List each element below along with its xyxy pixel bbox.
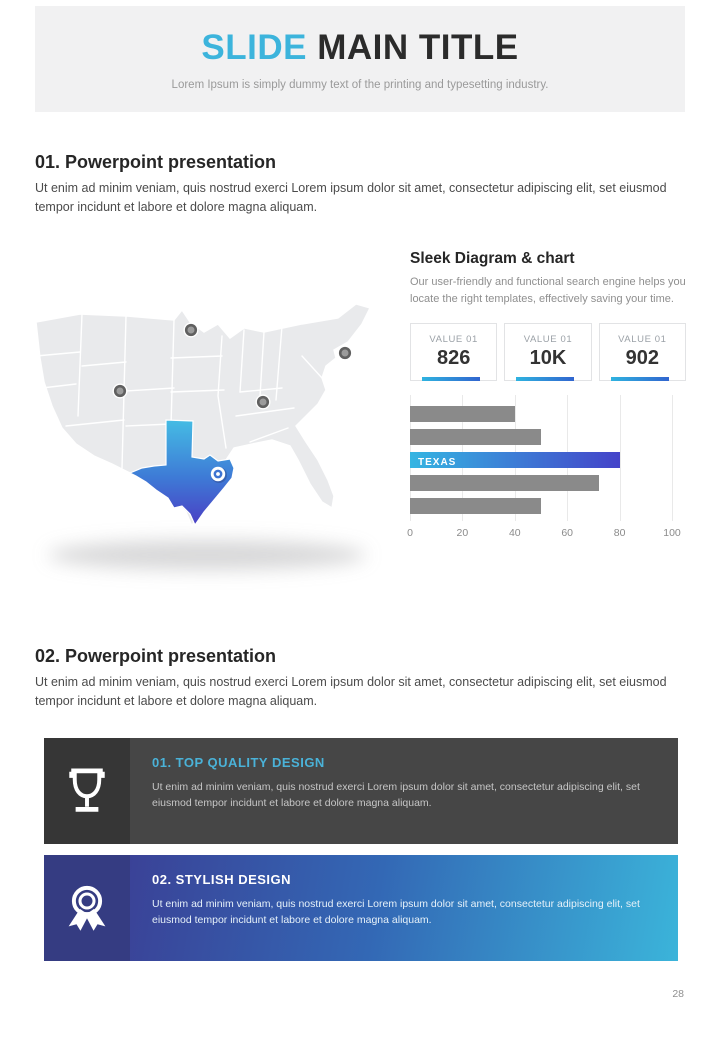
chart-tick-label: 60 [561, 527, 574, 539]
chart-gridline [672, 395, 673, 521]
chart-bar-row: TEXAS [410, 452, 672, 468]
us-map [35, 303, 372, 528]
value-box-underline [516, 377, 575, 381]
header-panel: SLIDE MAIN TITLE Lorem Ipsum is simply d… [35, 6, 685, 112]
value-box-underline [610, 377, 669, 381]
bar-chart: TEXAS [410, 395, 673, 521]
value-box-underline [422, 377, 481, 381]
map-pin-texas [210, 466, 227, 483]
chart-tick-label: 20 [456, 527, 469, 539]
chart-bar-label: TEXAS [418, 457, 457, 468]
state-borders [35, 313, 323, 469]
value-box-value: 902 [625, 347, 659, 369]
chart-bar-row [410, 498, 672, 514]
value-box-label: VALUE 01 [523, 334, 573, 345]
value-box-label: VALUE 01 [618, 334, 667, 345]
map-pin-midwest [255, 394, 271, 410]
feature-cards: 01. TOP QUALITY DESIGN Ut enim ad minim … [44, 738, 678, 961]
card-top-quality-heading: 01. TOP QUALITY DESIGN [152, 755, 325, 770]
trophy-icon [44, 738, 130, 844]
section-01: 01. Powerpoint presentation Ut enim ad m… [35, 152, 685, 218]
chart-bar [410, 475, 599, 491]
map-shadow [48, 540, 366, 570]
card-top-quality: 01. TOP QUALITY DESIGN Ut enim ad minim … [44, 738, 678, 844]
chart-tick-label: 40 [508, 527, 521, 539]
diagram-description: Our user-friendly and functional search … [410, 276, 686, 305]
page-title: SLIDE MAIN TITLE [35, 28, 685, 68]
diagram-heading: Sleek Diagram & chart [410, 250, 575, 267]
section-01-body: Ut enim ad minim veniam, quis nostrud ex… [35, 181, 667, 215]
chart-bar [410, 429, 541, 445]
card-top-quality-body: 01. TOP QUALITY DESIGN Ut enim ad minim … [130, 738, 678, 844]
chart-axis: 0 20 40 60 80 100 [407, 527, 681, 543]
section-02: 02. Powerpoint presentation Ut enim ad m… [35, 646, 685, 712]
page-subtitle: Lorem Ipsum is simply dummy text of the … [171, 79, 549, 91]
card-top-quality-text: Ut enim ad minim veniam, quis nostrud ex… [152, 781, 640, 810]
value-boxes: VALUE 01 826 VALUE 01 10K VALUE 01 902 [410, 323, 686, 381]
chart-tick-label: 0 [407, 527, 413, 539]
page-title-accent: SLIDE [201, 28, 307, 67]
card-stylish: 02. STYLISH DESIGN Ut enim ad minim veni… [44, 855, 678, 961]
value-box-label: VALUE 01 [429, 334, 478, 345]
value-box-value: 826 [436, 347, 471, 369]
value-box-value: 10K [529, 347, 567, 369]
diagram-column: Sleek Diagram & chart Our user-friendly … [407, 250, 686, 543]
chart-bar-row [410, 475, 672, 491]
medal-icon [44, 855, 130, 961]
chart-bar-highlight: TEXAS [410, 452, 620, 468]
chart-bar-row [410, 429, 672, 445]
chart-bar-row [410, 406, 672, 422]
chart-gridline [619, 395, 621, 521]
page-title-rest: MAIN TITLE [306, 28, 519, 67]
chart-tick-label: 80 [613, 527, 626, 539]
value-box: VALUE 01 826 [410, 323, 498, 381]
card-stylish-body: 02. STYLISH DESIGN Ut enim ad minim veni… [130, 855, 678, 961]
chart-tick-label: 100 [663, 527, 681, 539]
section-02-body: Ut enim ad minim veniam, quis nostrud ex… [35, 675, 667, 709]
card-stylish-heading: 02. STYLISH DESIGN [152, 872, 292, 887]
chart-bar [410, 406, 515, 422]
chart-bars: TEXAS [410, 399, 672, 521]
map-pin-northeast [337, 345, 353, 361]
page-number: 28 [672, 988, 684, 1000]
card-stylish-text: Ut enim ad minim veniam, quis nostrud ex… [152, 898, 640, 927]
value-box: VALUE 01 902 [598, 323, 686, 381]
section-02-heading: 02. Powerpoint presentation [35, 646, 277, 666]
chart-bar [410, 498, 541, 514]
map-pin-north [183, 322, 199, 338]
value-box: VALUE 01 10K [504, 323, 592, 381]
texas-highlight [128, 419, 235, 527]
map-pin-west [112, 383, 128, 399]
section-01-heading: 01. Powerpoint presentation [35, 152, 277, 172]
us-map-figure [26, 296, 396, 586]
